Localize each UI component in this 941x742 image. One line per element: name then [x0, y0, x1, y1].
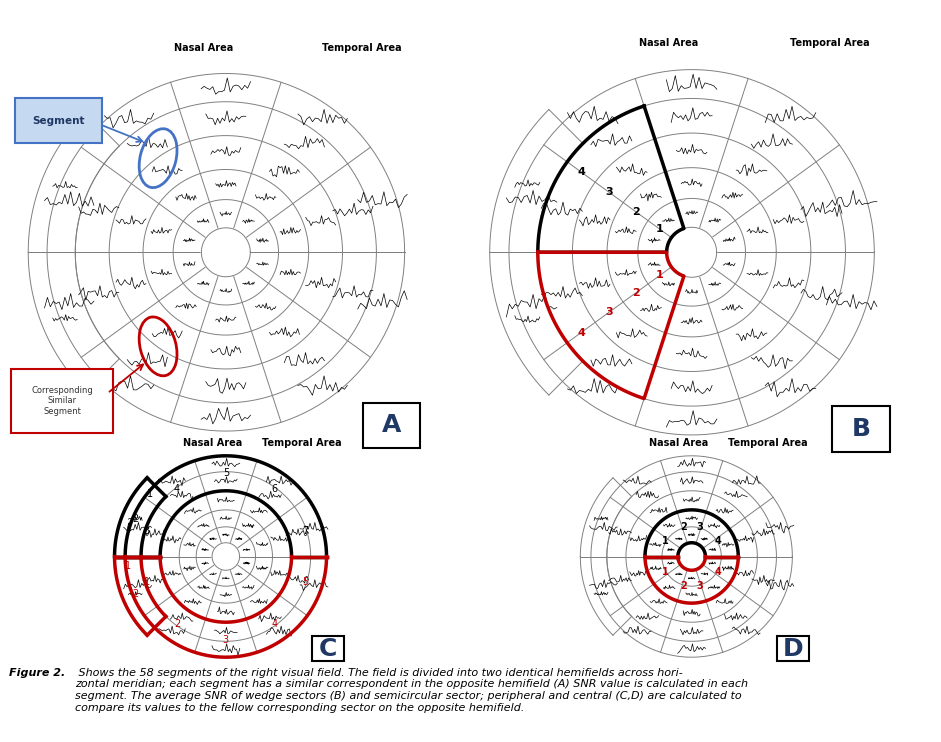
- Text: Temporal Area: Temporal Area: [790, 39, 869, 48]
- Text: 5: 5: [302, 577, 308, 587]
- Text: 5: 5: [223, 468, 229, 479]
- Text: 1: 1: [656, 224, 663, 234]
- Text: 6: 6: [272, 485, 278, 494]
- Text: Nasal Area: Nasal Area: [649, 439, 709, 448]
- Text: Temporal Area: Temporal Area: [728, 439, 807, 448]
- Text: 3: 3: [696, 522, 703, 532]
- Text: Temporal Area: Temporal Area: [322, 43, 401, 53]
- Text: 3: 3: [696, 581, 703, 591]
- Text: 2: 2: [132, 514, 138, 524]
- Polygon shape: [678, 542, 706, 571]
- Text: 3: 3: [144, 526, 150, 536]
- Text: 1: 1: [656, 270, 663, 280]
- Polygon shape: [201, 228, 250, 277]
- Text: 2: 2: [680, 522, 687, 532]
- Text: Nasal Area: Nasal Area: [174, 43, 232, 53]
- Text: 3: 3: [223, 634, 229, 645]
- Text: 4: 4: [272, 619, 278, 628]
- Text: Nasal Area: Nasal Area: [639, 39, 698, 48]
- Text: Figure 2.: Figure 2.: [9, 668, 66, 677]
- Text: 4: 4: [577, 327, 585, 338]
- Polygon shape: [666, 227, 717, 278]
- Text: Shows the 58 segments of the right visual field. The field is divided into two i: Shows the 58 segments of the right visua…: [75, 668, 748, 712]
- FancyBboxPatch shape: [15, 98, 102, 143]
- Text: 1: 1: [662, 567, 669, 577]
- Text: 2: 2: [631, 206, 640, 217]
- Text: 1: 1: [662, 536, 669, 546]
- Text: 2: 2: [174, 619, 180, 628]
- Text: A: A: [382, 413, 401, 438]
- Text: 1: 1: [147, 490, 153, 499]
- FancyBboxPatch shape: [311, 636, 343, 661]
- FancyBboxPatch shape: [832, 406, 889, 453]
- Text: Segment: Segment: [32, 116, 85, 125]
- Text: 3: 3: [605, 188, 613, 197]
- Text: 7: 7: [302, 526, 308, 536]
- Text: 1: 1: [125, 561, 132, 571]
- Text: Temporal Area: Temporal Area: [263, 439, 342, 448]
- FancyBboxPatch shape: [777, 636, 809, 661]
- Text: C: C: [318, 637, 337, 660]
- Text: 2: 2: [132, 589, 138, 599]
- Text: 4: 4: [577, 167, 585, 177]
- Text: 4: 4: [714, 567, 721, 577]
- Text: 2: 2: [680, 581, 687, 591]
- Text: D: D: [783, 637, 804, 660]
- Text: Nasal Area: Nasal Area: [183, 439, 243, 448]
- Text: 3: 3: [605, 307, 613, 317]
- FancyBboxPatch shape: [11, 369, 113, 433]
- FancyBboxPatch shape: [363, 403, 420, 448]
- Text: 2: 2: [631, 288, 640, 298]
- Text: 4: 4: [714, 536, 721, 546]
- Text: Corresponding
Similar
Segment: Corresponding Similar Segment: [31, 386, 93, 416]
- Text: B: B: [852, 417, 870, 441]
- Text: 4: 4: [174, 485, 180, 494]
- Text: 1: 1: [144, 577, 150, 587]
- Polygon shape: [212, 542, 240, 571]
